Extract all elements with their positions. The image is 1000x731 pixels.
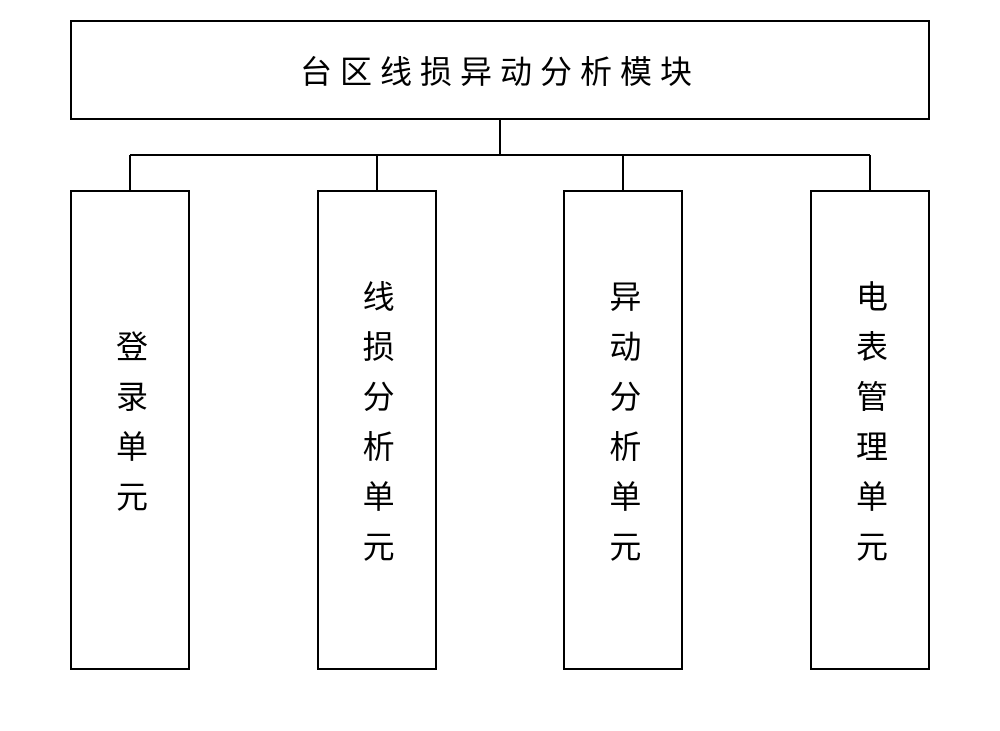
children-row: 登录单元 线损分析单元 异动分析单元 电表管理单元 <box>70 190 930 670</box>
child-label: 异动分析单元 <box>600 280 646 580</box>
root-node: 台区线损异动分析模块 <box>70 20 930 120</box>
child-label: 登录单元 <box>107 330 153 530</box>
child-node-anomaly: 异动分析单元 <box>563 190 683 670</box>
child-node-meter: 电表管理单元 <box>810 190 930 670</box>
connector-lines <box>70 120 930 190</box>
diagram-container: 台区线损异动分析模块 登录单元 线损分析单元 异动分析单元 电表管理单元 <box>0 0 1000 731</box>
root-label: 台区线损异动分析模块 <box>300 47 700 93</box>
child-label: 电表管理单元 <box>847 280 893 580</box>
child-node-login: 登录单元 <box>70 190 190 670</box>
child-label: 线损分析单元 <box>354 280 400 580</box>
child-node-line-loss: 线损分析单元 <box>317 190 437 670</box>
